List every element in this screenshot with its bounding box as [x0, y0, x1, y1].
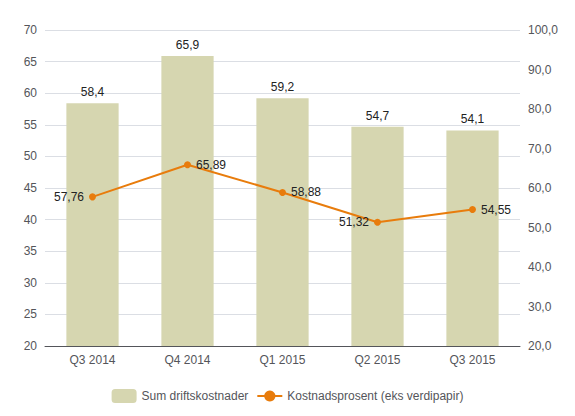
svg-text:50: 50 — [24, 149, 38, 163]
svg-text:55: 55 — [24, 118, 38, 132]
svg-text:40: 40 — [24, 213, 38, 227]
svg-text:40,0: 40,0 — [528, 260, 552, 274]
svg-text:Sum driftskostnader: Sum driftskostnader — [142, 389, 249, 403]
svg-text:Q4 2014: Q4 2014 — [164, 353, 210, 367]
svg-text:25: 25 — [24, 307, 38, 321]
svg-text:57,76: 57,76 — [54, 190, 84, 204]
svg-text:20,0: 20,0 — [528, 339, 552, 353]
svg-text:Q3 2015: Q3 2015 — [449, 353, 495, 367]
svg-text:Q3 2014: Q3 2014 — [69, 353, 115, 367]
svg-text:90,0: 90,0 — [528, 63, 552, 77]
svg-text:51,32: 51,32 — [339, 215, 369, 229]
svg-text:50,0: 50,0 — [528, 221, 552, 235]
svg-text:54,55: 54,55 — [481, 203, 511, 217]
svg-text:65,89: 65,89 — [196, 158, 226, 172]
svg-text:54,1: 54,1 — [461, 112, 485, 126]
svg-text:70,0: 70,0 — [528, 142, 552, 156]
svg-text:Q1 2015: Q1 2015 — [259, 353, 305, 367]
svg-text:60,0: 60,0 — [528, 181, 552, 195]
svg-text:58,4: 58,4 — [81, 85, 105, 99]
svg-text:65: 65 — [24, 55, 38, 69]
svg-text:54,7: 54,7 — [366, 109, 390, 123]
svg-text:60: 60 — [24, 86, 38, 100]
svg-text:58,88: 58,88 — [291, 185, 321, 199]
svg-text:70: 70 — [24, 23, 38, 37]
svg-text:59,2: 59,2 — [271, 80, 295, 94]
svg-text:30: 30 — [24, 276, 38, 290]
svg-text:Kostnadsprosent (eks verdipapi: Kostnadsprosent (eks verdipapir) — [287, 389, 463, 403]
svg-text:30,0: 30,0 — [528, 300, 552, 314]
svg-text:80,0: 80,0 — [528, 102, 552, 116]
svg-text:65,9: 65,9 — [176, 38, 200, 52]
svg-text:20: 20 — [24, 339, 38, 353]
svg-text:100,0: 100,0 — [528, 23, 558, 37]
svg-text:35: 35 — [24, 244, 38, 258]
svg-text:Q2 2015: Q2 2015 — [354, 353, 400, 367]
svg-text:45: 45 — [24, 181, 38, 195]
